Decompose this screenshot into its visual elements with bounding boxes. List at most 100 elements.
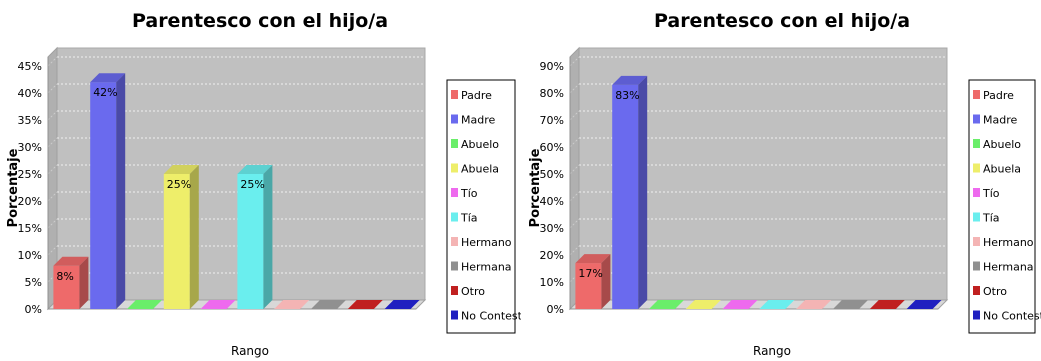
bar-value-label: 25% bbox=[167, 178, 191, 191]
legend-swatch bbox=[973, 237, 980, 246]
legend-item: Tía bbox=[451, 212, 478, 225]
chart-title: Parentesco con el hijo/a bbox=[654, 10, 910, 32]
legend-swatch bbox=[451, 114, 458, 124]
bar-t-a bbox=[759, 300, 795, 309]
bar-value-label: 25% bbox=[240, 178, 264, 191]
legend-label: Abuelo bbox=[461, 138, 499, 151]
bar-top bbox=[612, 75, 648, 85]
legend-item: Abuelo bbox=[451, 138, 499, 151]
y-tick-label: 0% bbox=[547, 303, 564, 316]
y-tick-label: 45% bbox=[18, 60, 42, 73]
legend-label: Padre bbox=[983, 89, 1014, 102]
legend-swatch bbox=[451, 310, 458, 320]
y-axis-label: Porcentaje bbox=[528, 148, 543, 227]
y-tick-label: 10% bbox=[540, 276, 564, 289]
bar-abuela bbox=[685, 300, 721, 309]
y-tick-label: 40% bbox=[18, 87, 42, 100]
legend-label: Hermana bbox=[461, 261, 512, 274]
bar-chart-left: Parentesco con el hijo/a Rango Porcentaj… bbox=[6, 10, 521, 358]
bar-chart-right: Parentesco con el hijo/a Rango Porcentaj… bbox=[528, 10, 1041, 358]
bar-hermana bbox=[311, 300, 346, 309]
bar-t-a: 25% bbox=[237, 165, 273, 309]
bar-value-label: 42% bbox=[93, 86, 117, 99]
legend-item: Tía bbox=[973, 212, 1000, 225]
y-tick-label: 35% bbox=[18, 114, 42, 127]
legend-swatch bbox=[451, 237, 458, 246]
legend-item: Hermana bbox=[451, 261, 512, 274]
legend-item: Padre bbox=[451, 89, 492, 102]
bar-value-label: 17% bbox=[578, 267, 602, 280]
bar-top bbox=[759, 300, 795, 309]
legend: Padre Madre Abuelo Abuela Tío Tía Hermano Herma… bbox=[968, 79, 1041, 334]
legend-swatch bbox=[973, 114, 980, 124]
bar-madre: 42% bbox=[90, 73, 126, 309]
bar-top bbox=[722, 300, 758, 309]
bar-top bbox=[796, 300, 832, 309]
legend-label: No Contestó bbox=[461, 310, 521, 323]
legend-label: No Contest bbox=[983, 310, 1041, 323]
bar-front bbox=[612, 84, 639, 310]
legend-label: Madre bbox=[983, 114, 1017, 127]
bars: 17% 83% bbox=[575, 75, 942, 310]
legend-label: Abuela bbox=[461, 163, 499, 176]
bar-front bbox=[53, 265, 80, 309]
bar-side bbox=[638, 75, 648, 310]
bar-top bbox=[163, 165, 199, 174]
legend-item: Abuelo bbox=[973, 138, 1021, 151]
y-tick-label: 90% bbox=[540, 60, 564, 73]
legend-swatch bbox=[451, 188, 458, 197]
bar-hermano bbox=[796, 300, 832, 309]
legend-swatch bbox=[973, 261, 980, 271]
y-tick-label: 20% bbox=[540, 249, 564, 262]
y-tick-label: 30% bbox=[18, 141, 42, 154]
bar-otro bbox=[347, 300, 383, 309]
legend-swatch bbox=[451, 90, 458, 99]
legend-swatch bbox=[973, 286, 980, 295]
bar-top bbox=[384, 300, 420, 309]
bar-no-contest- bbox=[906, 300, 942, 309]
legend-item: Otro bbox=[451, 285, 485, 298]
y-tick-label: 60% bbox=[540, 141, 564, 154]
y-tick-label: 0% bbox=[25, 303, 42, 316]
bar-otro bbox=[869, 300, 905, 309]
bar-top bbox=[237, 165, 273, 174]
bar-front bbox=[237, 174, 264, 309]
y-tick-label: 20% bbox=[18, 195, 42, 208]
bar-top bbox=[274, 300, 310, 309]
legend-swatch bbox=[973, 212, 980, 222]
legend-item: Otro bbox=[973, 285, 1007, 298]
y-tick-label: 70% bbox=[540, 114, 564, 127]
chart-title: Parentesco con el hijo/a bbox=[132, 10, 388, 32]
y-axis-label: Porcentaje bbox=[6, 148, 21, 227]
legend-label: Tío bbox=[982, 187, 1000, 200]
legend-item: Abuela bbox=[973, 163, 1021, 176]
y-tick-label: 30% bbox=[540, 222, 564, 235]
legend-label: Otro bbox=[983, 285, 1007, 298]
bar-madre: 83% bbox=[612, 75, 648, 310]
bar-top bbox=[869, 300, 905, 309]
legend-swatch bbox=[973, 163, 980, 173]
chart-panel-right: Parentesco con el hijo/a Rango Porcentaj… bbox=[522, 0, 1041, 361]
bar-top bbox=[347, 300, 383, 309]
bar-padre: 8% bbox=[53, 256, 89, 309]
bar-side bbox=[189, 165, 199, 309]
legend-item: Madre bbox=[451, 114, 495, 127]
bar-no-contest- bbox=[384, 300, 420, 309]
legend-swatch bbox=[451, 212, 458, 222]
bar-side bbox=[263, 165, 273, 309]
legend-swatch bbox=[451, 163, 458, 173]
bar-hermana bbox=[833, 300, 868, 309]
bar-value-label: 8% bbox=[56, 270, 73, 283]
legend-swatch bbox=[451, 286, 458, 295]
legend-item: Madre bbox=[973, 114, 1017, 127]
legend-item: No Contest bbox=[973, 310, 1041, 323]
bar-top bbox=[575, 254, 611, 264]
legend-label: Otro bbox=[461, 285, 485, 298]
bar-hermano bbox=[274, 300, 310, 309]
y-tick-label: 40% bbox=[540, 195, 564, 208]
legend-swatch bbox=[973, 188, 980, 197]
y-tick-label: 80% bbox=[540, 87, 564, 100]
legend-item: Padre bbox=[973, 89, 1014, 102]
legend-item: Abuela bbox=[451, 163, 499, 176]
x-axis-label: Rango bbox=[753, 344, 791, 358]
